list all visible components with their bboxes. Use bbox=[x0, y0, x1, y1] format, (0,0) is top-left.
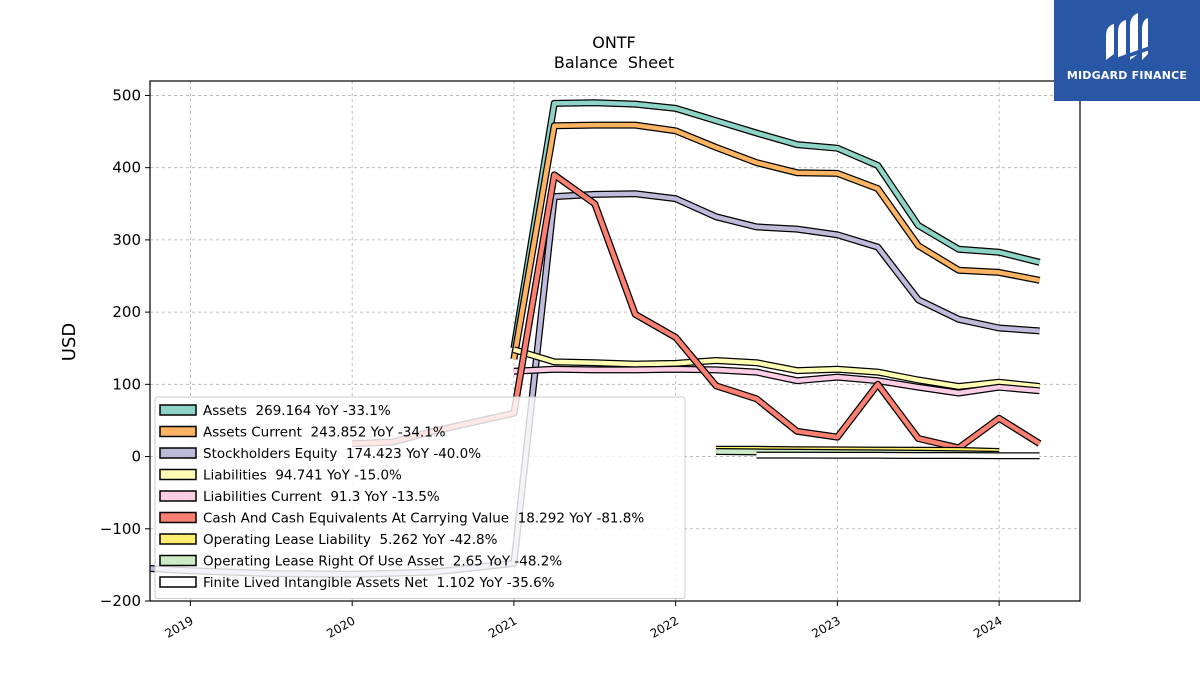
x-tick-label: 2020 bbox=[324, 613, 357, 640]
y-tick-label: 200 bbox=[112, 303, 141, 321]
legend-item: Cash And Cash Equivalents At Carrying Va… bbox=[159, 511, 644, 527]
y-tick-label: −100 bbox=[100, 520, 141, 538]
y-tick-label: −200 bbox=[100, 592, 141, 610]
midgard-m-icon bbox=[1104, 13, 1150, 66]
legend-item: Operating Lease Liability 5.262 YoY -42.… bbox=[159, 532, 498, 548]
series-1 bbox=[510, 121, 1041, 360]
brand-logo: MIDGARD FINANCE bbox=[1054, 0, 1200, 101]
legend-label: Assets Current 243.852 YoY -34.1% bbox=[203, 425, 446, 441]
y-tick-label: 400 bbox=[112, 159, 141, 177]
series-line bbox=[513, 347, 1040, 389]
series-4 bbox=[513, 365, 1040, 397]
legend-swatch bbox=[159, 533, 197, 545]
axes-frame bbox=[149, 80, 1081, 602]
y-tick-label: 300 bbox=[112, 231, 141, 249]
legend-label: Assets 269.164 YoY -33.1% bbox=[203, 403, 391, 419]
legend-label: Operating Lease Right Of Use Asset 2.65 … bbox=[203, 554, 562, 570]
legend: Assets 269.164 YoY -33.1% Assets Current … bbox=[154, 396, 686, 599]
legend-swatch bbox=[159, 425, 197, 438]
x-tick-label: 2022 bbox=[648, 613, 681, 640]
x-tick-label: 2023 bbox=[809, 613, 842, 640]
y-axis-label: USD bbox=[59, 323, 80, 361]
legend-item: Liabilities 94.741 YoY -15.0% bbox=[159, 468, 402, 484]
legend-swatch bbox=[159, 511, 197, 524]
legend-swatch bbox=[159, 554, 197, 567]
series-8 bbox=[756, 451, 1040, 460]
series-line bbox=[756, 452, 1040, 459]
legend-box bbox=[154, 396, 686, 599]
legend-item: Operating Lease Right Of Use Asset 2.65 … bbox=[159, 554, 562, 570]
legend-label: Stockholders Equity 174.423 YoY -40.0% bbox=[203, 446, 481, 462]
x-tick-label: 2021 bbox=[486, 613, 519, 640]
series-line bbox=[511, 100, 1041, 349]
legend-item: Assets 269.164 YoY -33.1% bbox=[159, 403, 391, 419]
y-tick-label: 100 bbox=[112, 375, 141, 393]
chart-title: ONTF bbox=[592, 33, 636, 52]
axes bbox=[149, 80, 1081, 602]
legend-item: Assets Current 243.852 YoY -34.1% bbox=[159, 425, 446, 441]
legend-label: Cash And Cash Equivalents At Carrying Va… bbox=[203, 511, 644, 527]
brand-name: MIDGARD FINANCE bbox=[1066, 69, 1188, 82]
legend-swatch bbox=[159, 468, 197, 481]
x-tick-label: 2024 bbox=[971, 613, 1004, 640]
legend-label: Finite Lived Intangible Assets Net 1.102… bbox=[203, 575, 555, 591]
chart-subtitle: Balance Sheet bbox=[554, 53, 674, 72]
legend-swatch bbox=[159, 490, 197, 502]
legend-swatch bbox=[159, 576, 197, 588]
legend-swatch bbox=[159, 404, 197, 416]
legend-label: Operating Lease Liability 5.262 YoY -42.… bbox=[203, 532, 498, 548]
legend-item: Stockholders Equity 174.423 YoY -40.0% bbox=[159, 446, 481, 462]
series-line bbox=[513, 366, 1040, 396]
x-tick-label: 2019 bbox=[162, 613, 195, 640]
y-tick-label: 500 bbox=[112, 86, 141, 104]
series-line bbox=[511, 122, 1041, 360]
y-tick-label: 0 bbox=[131, 448, 141, 466]
legend-item: Finite Lived Intangible Assets Net 1.102… bbox=[159, 575, 555, 591]
legend-label: Liabilities Current 91.3 YoY -13.5% bbox=[203, 489, 440, 505]
legend-item: Liabilities Current 91.3 YoY -13.5% bbox=[159, 489, 440, 505]
series-0 bbox=[510, 99, 1041, 349]
legend-label: Liabilities 94.741 YoY -15.0% bbox=[203, 468, 402, 484]
series-3 bbox=[512, 346, 1040, 390]
legend-swatch bbox=[159, 447, 197, 459]
